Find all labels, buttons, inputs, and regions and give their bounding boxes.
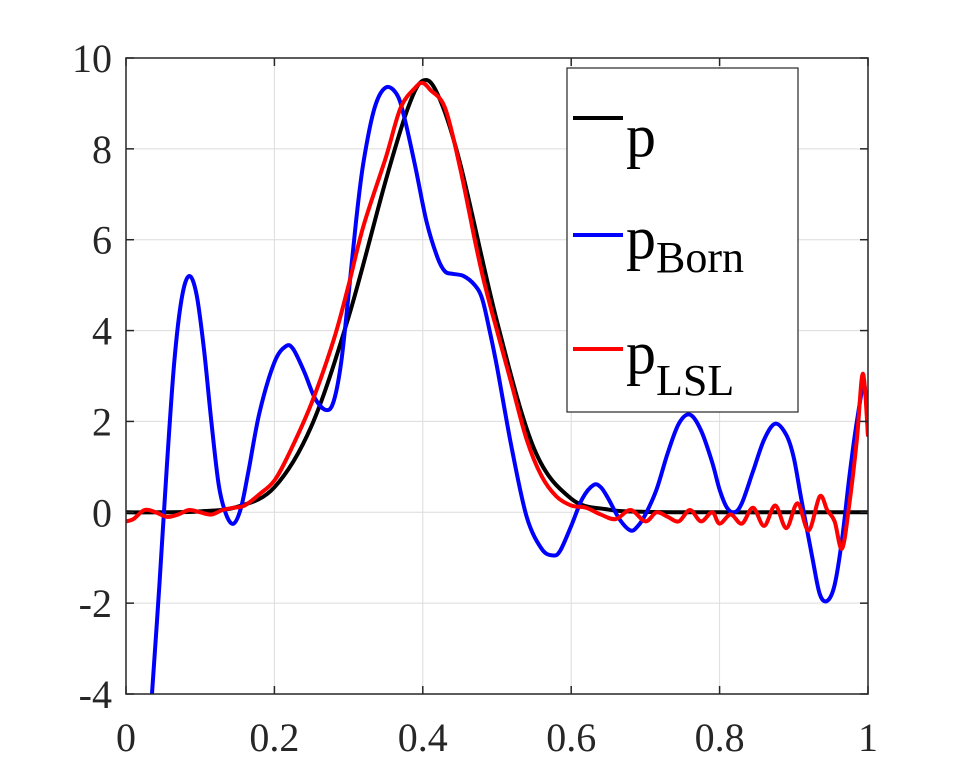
legend-label-p-main: p [626,103,656,169]
legend-label-pborn: pBorn [626,205,744,282]
x-tick-label-4: 0.8 [695,715,745,760]
plot-frame [125,57,869,695]
x-tick-label-2: 0.4 [398,715,448,760]
legend-label-p: p [626,103,656,169]
series-lines [126,77,868,694]
x-tick-label-0: 0 [116,715,136,760]
y-tick-label-3: 2 [92,399,112,444]
legend-box [566,67,799,413]
y-tick-label-2: 0 [92,490,112,535]
x-tick-label-1: 0.2 [249,715,299,760]
y-tick-label-6: 8 [92,127,112,172]
axis-ticks [125,57,869,695]
x-axis-tick-labels: 0 0.2 0.4 0.6 0.8 1 [116,715,878,760]
x-tick-label-5: 1 [858,715,878,760]
series-line-plsl [126,80,868,551]
legend-label-pborn-sub: Born [656,233,744,282]
legend-label-plsl-sub: LSL [656,356,734,405]
legend: p pBorn pLSL [566,67,799,413]
y-tick-label-7: 10 [72,36,112,81]
legend-label-pborn-main: p [626,205,656,271]
legend-item-p: p [573,103,656,169]
legend-label-plsl: pLSL [626,320,734,405]
y-tick-label-0: -4 [79,672,112,717]
legend-item-plsl: pLSL [573,320,734,405]
x-tick-label-3: 0.6 [546,715,596,760]
y-tick-label-5: 6 [92,218,112,263]
y-tick-label-1: -2 [79,581,112,626]
y-axis-tick-labels: -4 -2 0 2 4 6 8 10 [72,36,112,717]
legend-item-pborn: pBorn [573,205,744,282]
legend-label-plsl-main: p [626,320,656,386]
y-tick-label-4: 4 [92,309,112,354]
